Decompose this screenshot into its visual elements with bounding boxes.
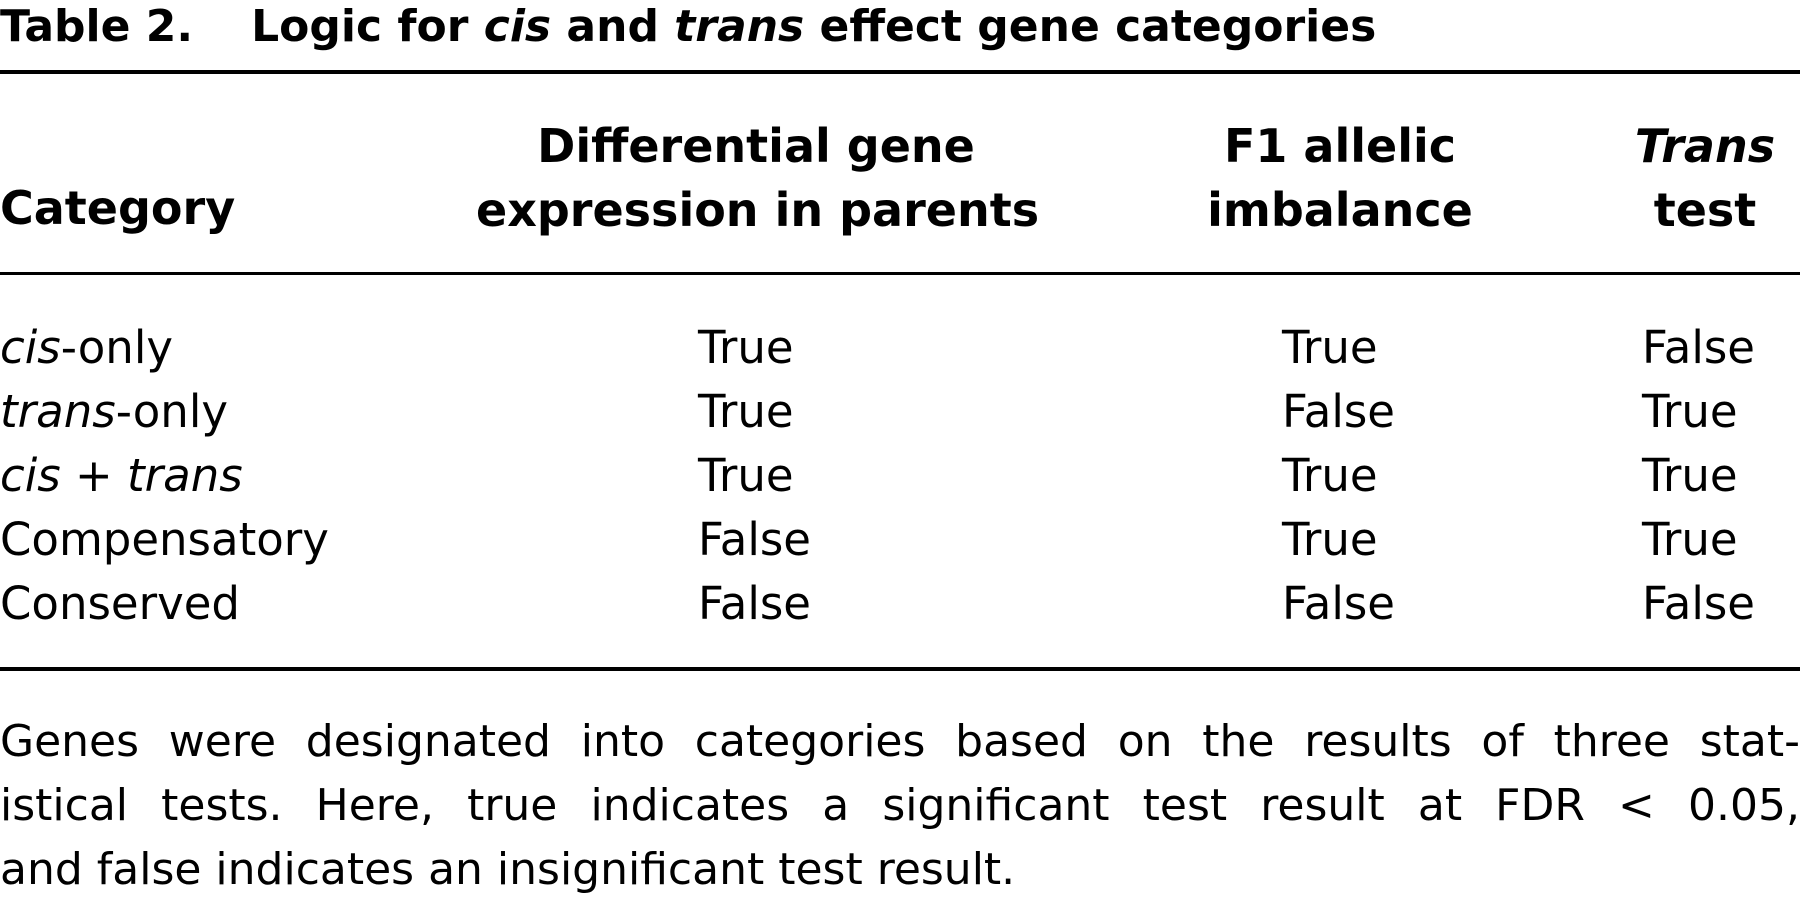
footnote-line2: istical tests. Here, true indicates a si… <box>0 780 1800 831</box>
cell-trans-test: False <box>1642 321 1755 374</box>
category-italic-part: cis <box>0 321 61 374</box>
header-category: Category <box>0 181 236 235</box>
table-footnote: Genes were designated into categories ba… <box>0 710 1800 902</box>
table-row: Conserved False False False <box>0 572 1800 636</box>
header-trans-line1: Trans <box>1634 119 1776 173</box>
header-diff-line2: expression in parents <box>476 183 1040 237</box>
cell-category: Conserved <box>0 572 240 636</box>
header-diff-line1: Differential gene <box>537 119 975 173</box>
table-number: Table 2. <box>0 1 194 52</box>
cell-f1-imbalance: True <box>1282 321 1378 374</box>
cell-f1-imbalance: True <box>1282 513 1378 566</box>
title-text-part1: Logic for <box>251 1 484 52</box>
cell-f1-imbalance: False <box>1282 577 1395 630</box>
bottom-rule <box>0 667 1800 671</box>
cell-diff-expression: True <box>698 321 794 374</box>
category-rest-part: -only <box>115 385 228 438</box>
footnote-line1: Genes were designated into categories ba… <box>0 716 1800 767</box>
cell-diff-expression: True <box>698 449 794 502</box>
header-f1-allelic-imbalance: F1 allelic imbalance <box>1190 114 1490 242</box>
cell-f1-imbalance: True <box>1282 449 1378 502</box>
title-italic-trans: trans <box>674 1 805 52</box>
top-rule <box>0 70 1800 74</box>
title-text-part2: and <box>551 1 675 52</box>
cell-f1-imbalance: False <box>1282 385 1395 438</box>
header-f1-line2: imbalance <box>1207 183 1473 237</box>
category-rest-part: -only <box>60 321 173 374</box>
cell-trans-test: True <box>1642 385 1738 438</box>
table-row: cis + trans True True True <box>0 444 1800 508</box>
category-rest-part: Conserved <box>0 577 240 630</box>
title-text-part3: effect gene categories <box>804 1 1377 52</box>
category-italic-part: cis + trans <box>0 449 243 502</box>
cell-trans-test: True <box>1642 513 1738 566</box>
cell-category: Compensatory <box>0 508 329 572</box>
cell-trans-test: True <box>1642 449 1738 502</box>
cell-category: trans-only <box>0 380 228 444</box>
header-f1-line1: F1 allelic <box>1223 119 1457 173</box>
title-italic-cis: cis <box>483 1 552 52</box>
category-rest-part: Compensatory <box>0 513 329 566</box>
cell-category: cis-only <box>0 316 173 380</box>
header-trans-test: Trans test <box>1610 114 1800 242</box>
cell-diff-expression: False <box>698 577 811 630</box>
cell-diff-expression: False <box>698 513 811 566</box>
cell-trans-test: False <box>1642 577 1755 630</box>
cell-category: cis + trans <box>0 444 243 508</box>
cell-diff-expression: True <box>698 385 794 438</box>
table-row: trans-only True False True <box>0 380 1800 444</box>
header-rule <box>0 272 1800 275</box>
header-differential-expression: Differential gene expression in parents <box>476 114 1040 242</box>
header-trans-line2: test <box>1653 183 1757 237</box>
table-row: cis-only True True False <box>0 316 1800 380</box>
table-title: Table 2. Logic for cis and trans effect g… <box>0 2 1376 52</box>
footnote-line3: and false indicates an insignificant tes… <box>0 844 1016 895</box>
category-italic-part: trans <box>0 385 116 438</box>
table-row: Compensatory False True True <box>0 508 1800 572</box>
